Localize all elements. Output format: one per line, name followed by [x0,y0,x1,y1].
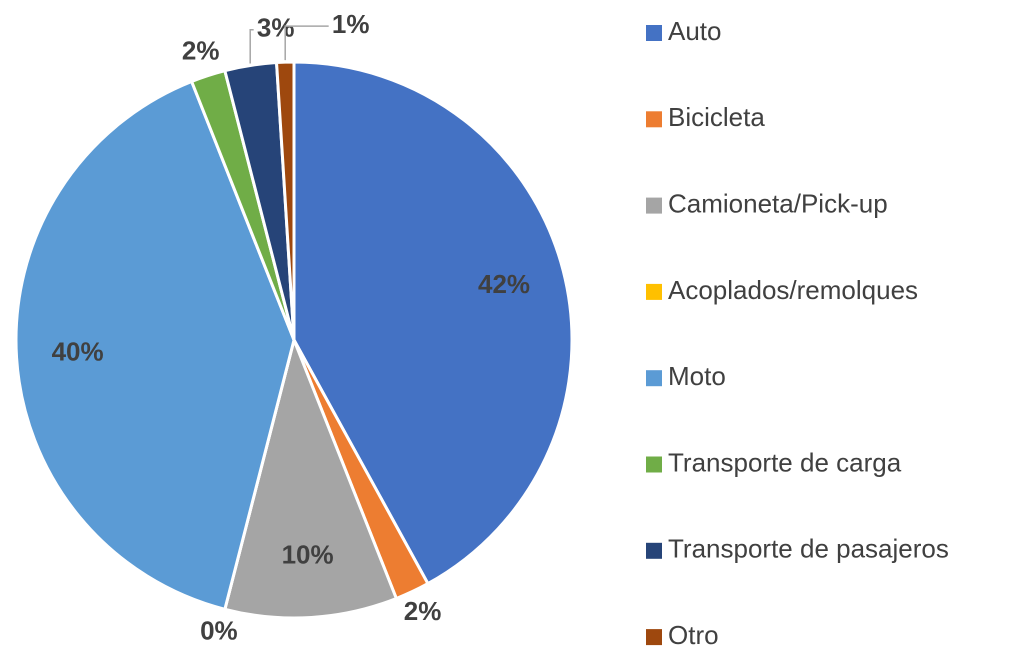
pie-slice [292,60,574,586]
legend-swatch [646,283,662,300]
legend-label: Moto [668,361,726,391]
legend-swatch [646,629,662,646]
data-label: 10% [282,539,334,569]
legend-swatch [646,197,662,214]
legend-label: Transporte de carga [668,447,902,477]
data-label: 2% [404,596,442,626]
leader-line [284,25,329,61]
data-label: 3% [257,13,295,43]
data-label: 1% [332,9,370,39]
legend-label: Transporte de pasajeros [668,534,949,564]
legend-label: Acoplados/remolques [668,275,918,305]
data-label: 2% [182,36,220,66]
legend-swatch [646,370,662,387]
legend-label: Camioneta/Pick-up [668,188,888,218]
pie-slice [14,79,296,612]
data-label: 0% [200,615,238,645]
pie-slice [274,60,296,341]
data-label: 40% [52,336,104,366]
legend-label: Otro [668,620,719,647]
legend-swatch [646,542,662,559]
legend-swatch [646,456,662,473]
pie-slice [223,335,399,620]
data-label: 42% [478,269,530,299]
leader-line [249,28,254,64]
legend-swatch [646,111,662,128]
legend-label: Auto [668,16,722,46]
legend-label: Bicicleta [668,102,765,132]
legend-swatch [646,25,662,41]
